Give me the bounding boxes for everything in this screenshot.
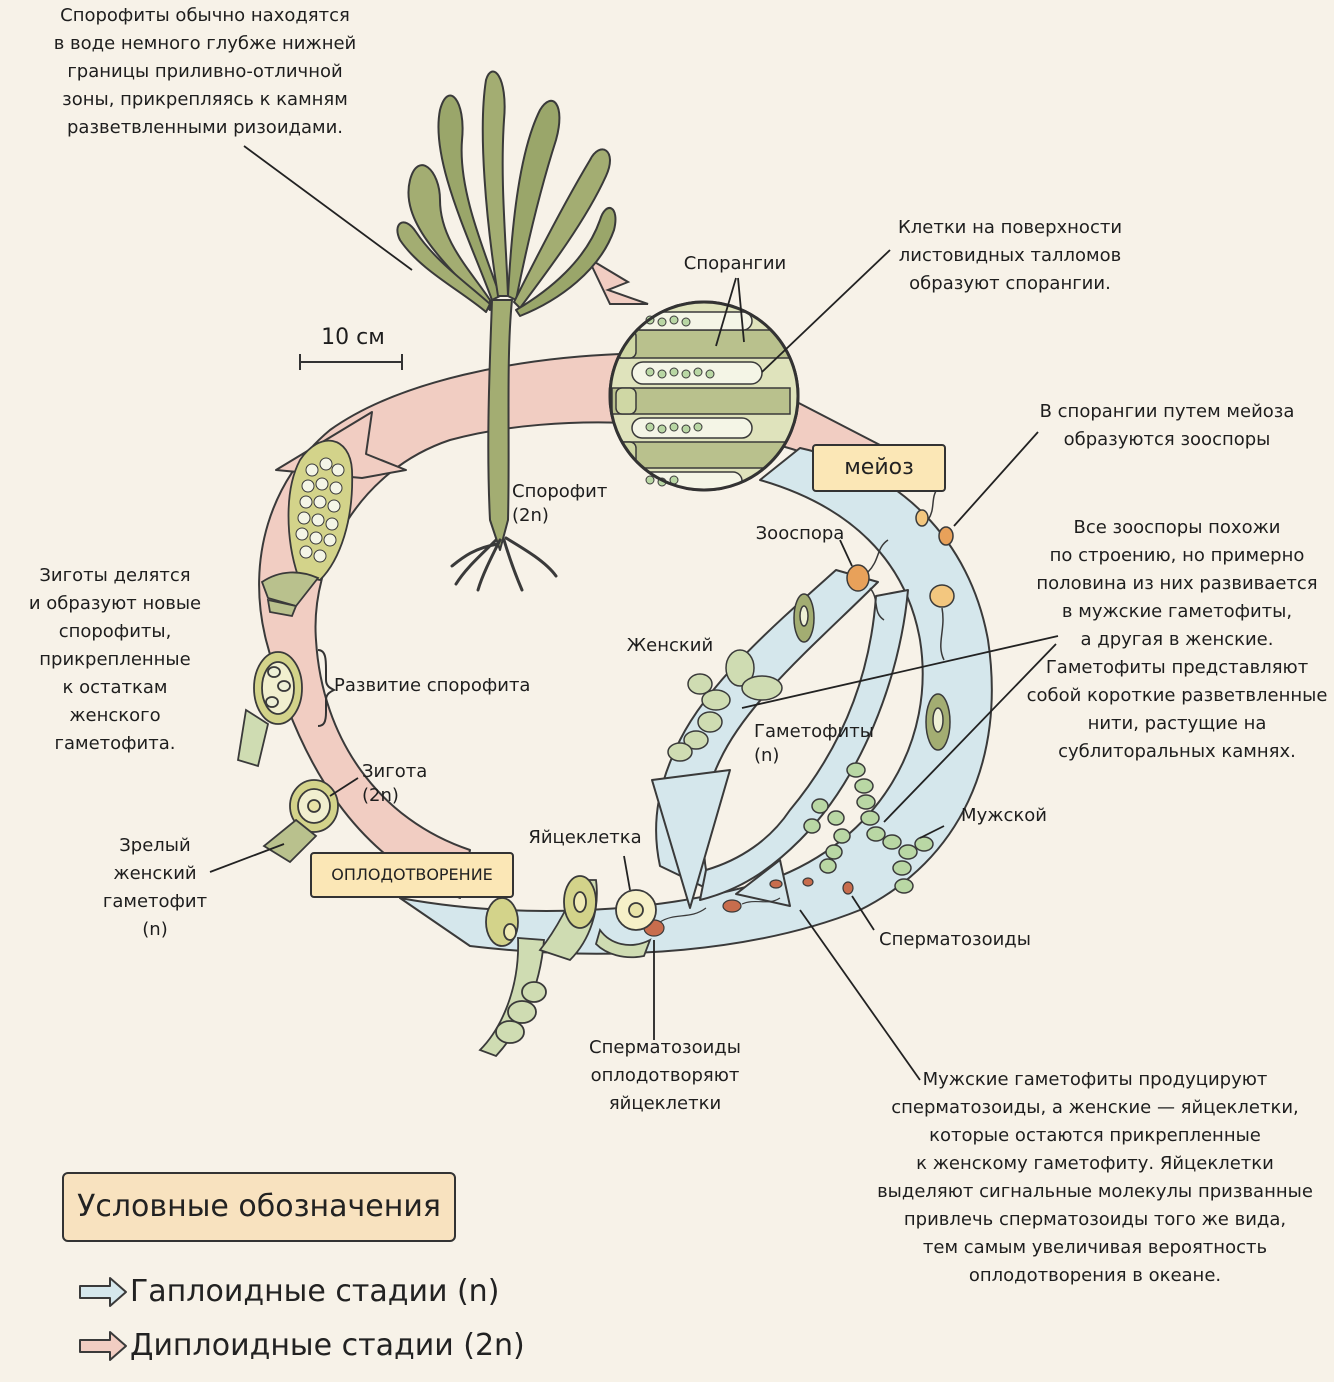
- sporangia-cells-note: Клетки на поверхности листовидных таллом…: [897, 217, 1123, 294]
- leader-lines: [209, 145, 1059, 1081]
- legend-diploid-arrow: [79, 1331, 127, 1361]
- dividing-zygote: [236, 651, 303, 768]
- zoospores: [793, 487, 955, 751]
- zoospores-note: Все зооспоры похожи по строению, но прим…: [1026, 517, 1328, 762]
- sperm-label: Сперматозоиды: [879, 929, 1031, 950]
- zygotes-note: Зиготы делятся и образуют новые спорофит…: [28, 565, 202, 754]
- sporangia-label: Спорангии: [683, 253, 787, 274]
- egg-label: Яйцеклетка: [528, 827, 642, 848]
- male-label: Мужской: [961, 805, 1047, 826]
- female-gametophyte: [667, 649, 783, 762]
- development-brace: [317, 649, 337, 727]
- fertilization-tag: ОПЛОДОТВОРЕНИЕ: [310, 852, 514, 898]
- meiosis-tag: мейоз: [812, 444, 946, 492]
- zygote-on-gametophyte: [262, 779, 339, 864]
- gametophytes-label: Гаметофиты (n): [754, 721, 874, 766]
- legend-haploid-label: Гаплоидные стадии (n): [130, 1274, 500, 1309]
- young-sporophyte: [260, 439, 354, 618]
- haploid-cycle-arrow: [399, 447, 993, 955]
- legend-title: Условные обозначения: [62, 1172, 456, 1242]
- zygote-label: Зигота (2n): [362, 761, 428, 806]
- sporophyte-label: Спорофит (2n): [512, 481, 608, 526]
- scale-label: 10 см: [321, 325, 385, 350]
- sporophyte-kelp: [396, 70, 617, 592]
- egg-and-zygote-structures: [478, 875, 657, 1058]
- legend-diploid-label: Диплоидные стадии (2n): [130, 1328, 525, 1363]
- scale-bar: [299, 354, 403, 370]
- zoospore-label: Зооспора: [755, 523, 845, 544]
- male-gametophyte: [803, 762, 934, 894]
- legend-haploid-arrow: [79, 1277, 127, 1307]
- sporangia-magnified-circle: [608, 300, 800, 492]
- zoospores-meiosis-note: В спорангии путем мейоза образуются зоос…: [1039, 401, 1295, 450]
- gametes-note: Мужские гаметофиты продуцируют сперматоз…: [877, 1069, 1313, 1286]
- sperm-fertilize-note: Сперматозоиды оплодотворяют яйцеклетки: [589, 1037, 741, 1114]
- sporophyte-habitat-note: Спорофиты обычно находятся в воде немног…: [53, 5, 357, 138]
- mature-female-note: Зрелый женский гаметофит (n): [102, 835, 208, 940]
- female-label: Женский: [626, 635, 714, 656]
- sporophyte-development-label: Развитие спорофита: [334, 675, 531, 696]
